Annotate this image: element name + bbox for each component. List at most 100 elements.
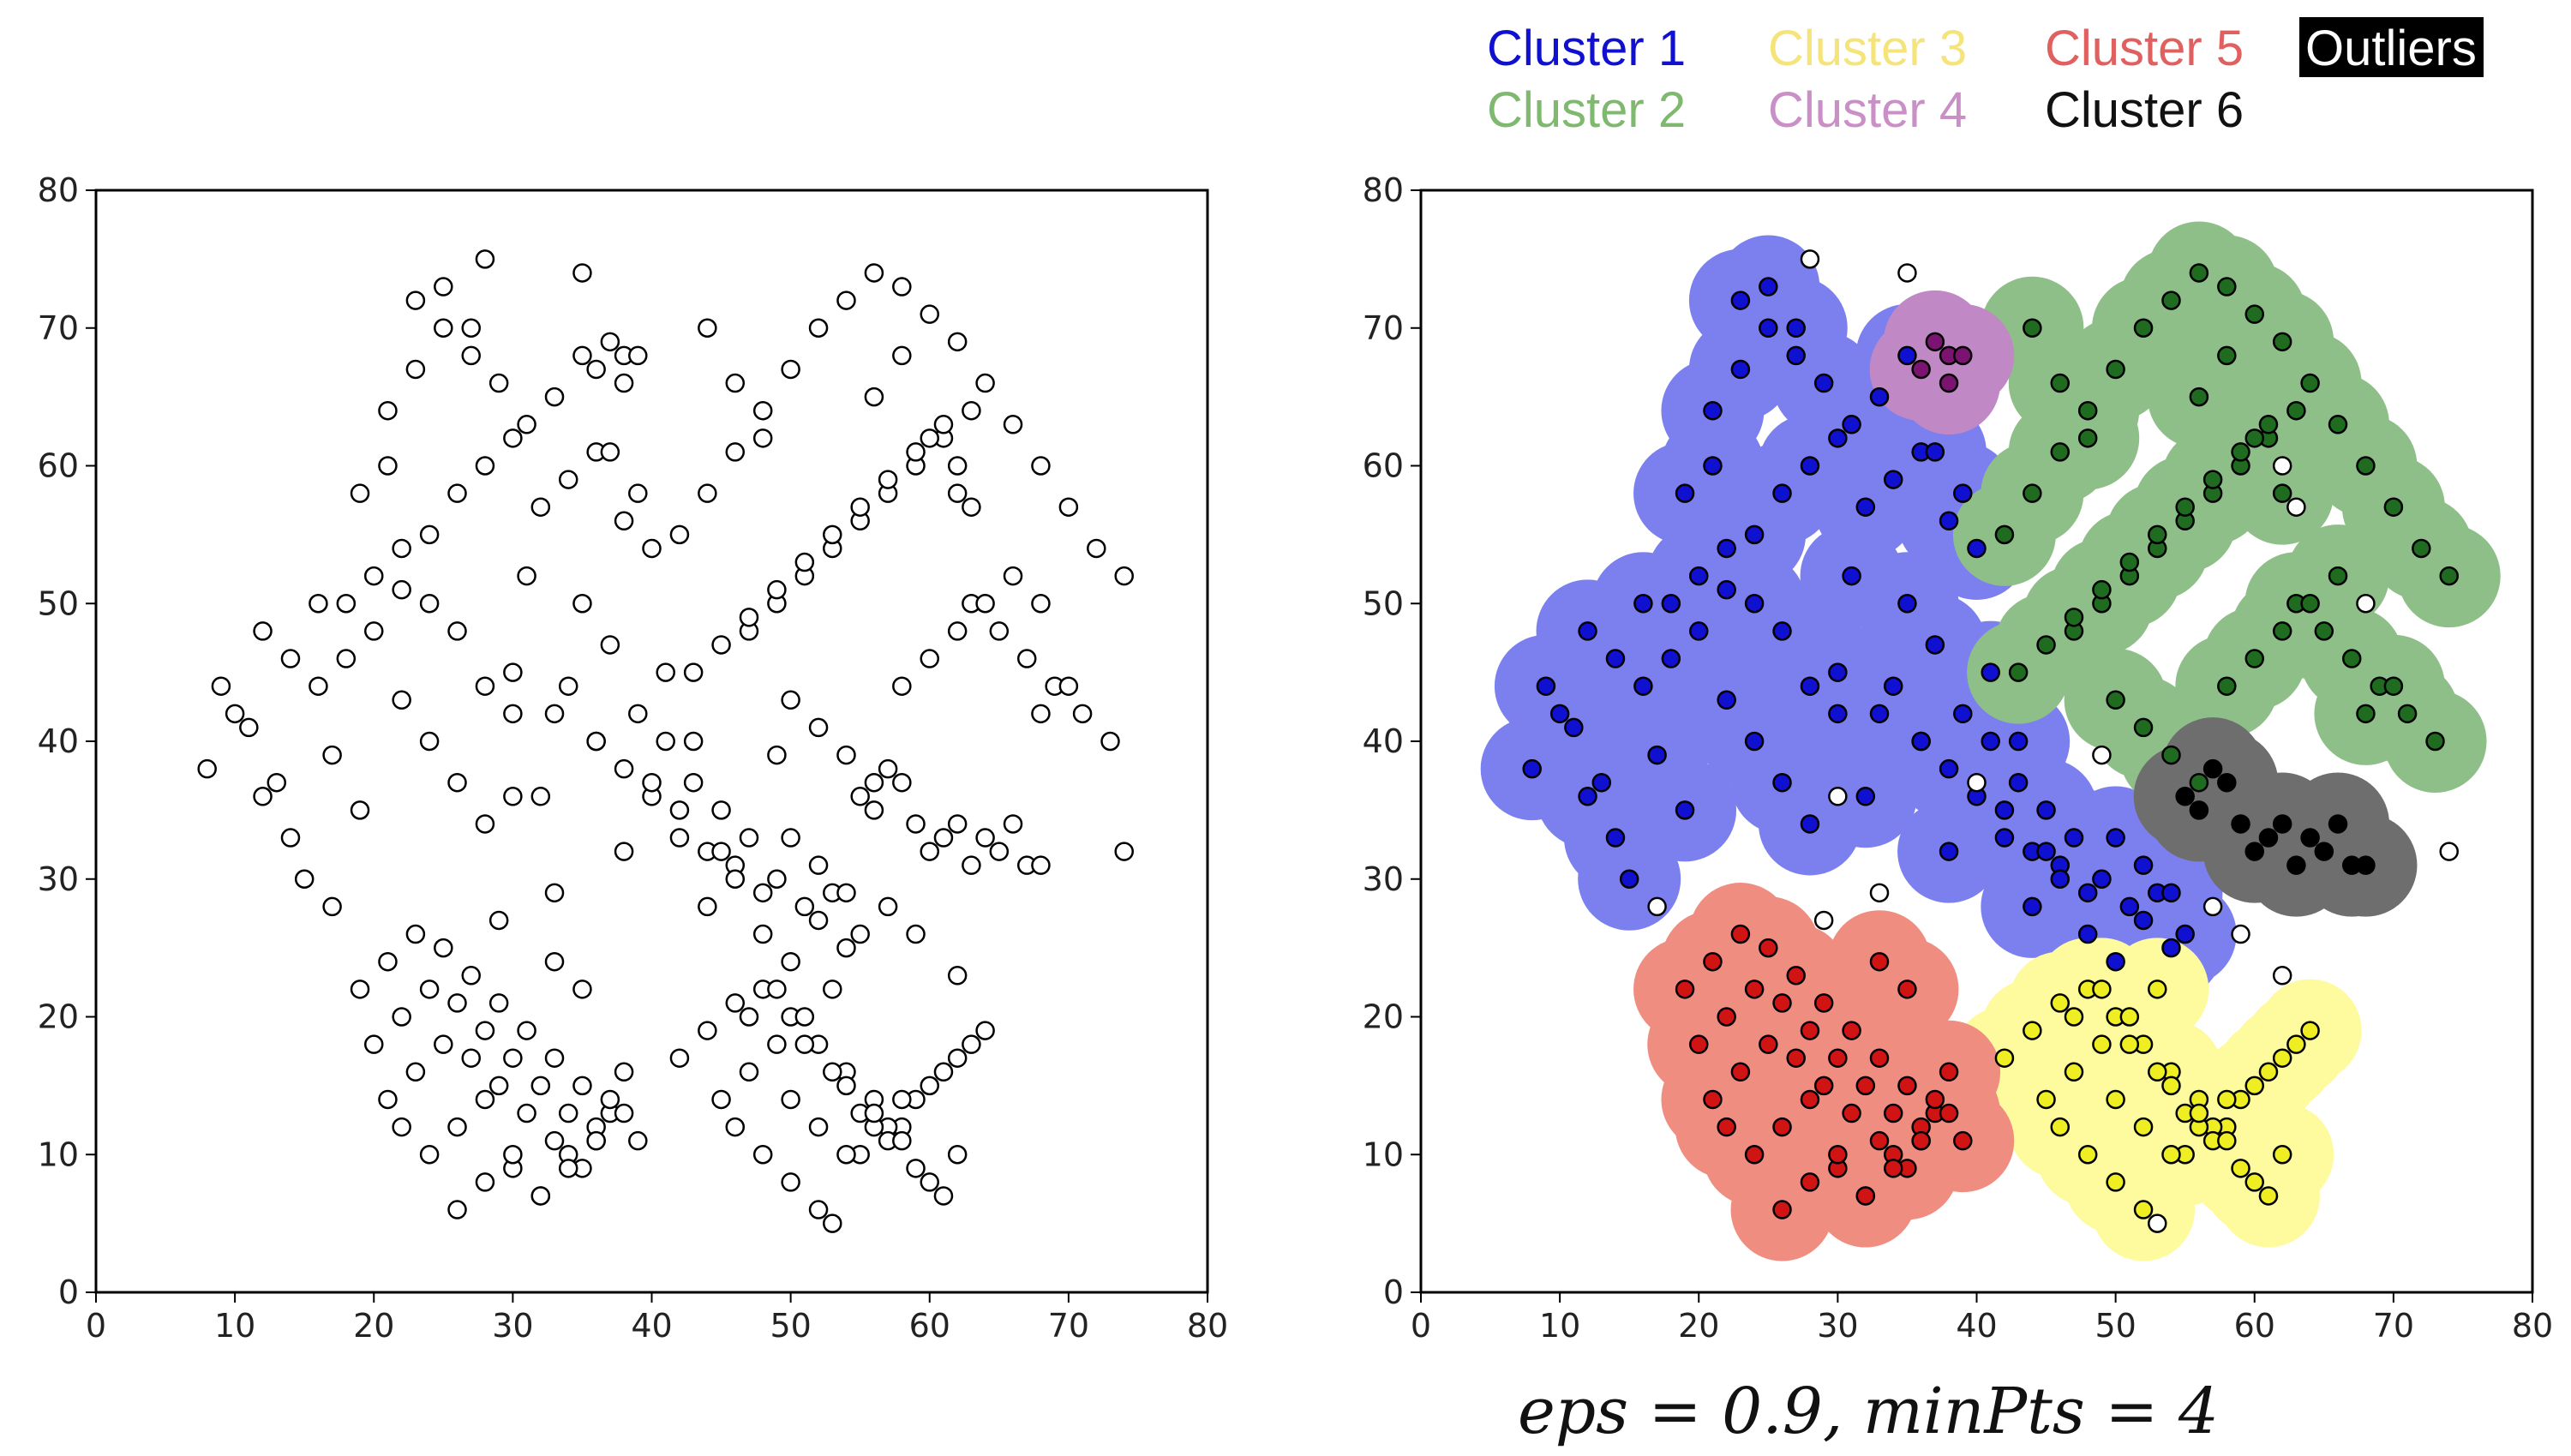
raw-data-point <box>947 1048 968 1068</box>
cluster-3-point <box>2077 1145 2098 1165</box>
cluster-2-point <box>2272 621 2292 641</box>
raw-data-point <box>392 690 411 710</box>
raw-data-point <box>878 758 898 779</box>
cluster-2-point <box>2425 731 2445 752</box>
raw-data-point <box>725 1117 746 1137</box>
raw-data-point <box>864 772 884 793</box>
raw-data-point <box>419 980 440 999</box>
raw-data-point <box>878 470 898 489</box>
raw-data-point <box>725 993 746 1013</box>
raw-data-point <box>752 924 773 944</box>
cluster-3-point <box>2272 1048 2292 1068</box>
cluster-3-point <box>2133 1117 2154 1137</box>
outliers-point <box>2439 842 2459 861</box>
cluster-1-point <box>1953 704 1973 724</box>
cluster-3-point <box>2300 1021 2320 1040</box>
cluster-1-point <box>1800 814 1820 834</box>
raw-data-point <box>628 704 648 724</box>
outliers-point <box>1813 910 1834 931</box>
raw-data-point <box>1003 415 1023 434</box>
raw-data-point <box>614 1062 634 1082</box>
raw-data-point <box>614 758 634 779</box>
cluster-5-point <box>1703 1089 1723 1110</box>
cluster-2-point <box>2286 400 2306 421</box>
raw-data-point <box>503 662 523 682</box>
cluster-1-point <box>1661 594 1681 614</box>
cluster-3-point <box>2148 1062 2167 1082</box>
raw-data-point <box>517 1021 536 1040</box>
cluster-2-point <box>2106 359 2125 380</box>
cluster-3-point <box>2106 1089 2125 1110</box>
legend-item-cluster-2: Cluster 2 <box>1487 82 1686 138</box>
cluster-1-point <box>1703 456 1723 476</box>
y-tick-label: 60 <box>38 447 79 485</box>
cluster-5-point <box>1897 980 1917 999</box>
raw-data-point <box>823 524 842 545</box>
raw-data-point <box>503 428 523 448</box>
raw-data-point <box>962 855 981 875</box>
raw-data-point <box>1016 649 1037 668</box>
cluster-3-point <box>2161 1076 2181 1096</box>
cluster-2-point <box>2175 497 2195 517</box>
raw-data-point <box>781 690 800 710</box>
raw-data-point <box>947 332 968 352</box>
raw-data-point <box>572 594 592 614</box>
raw-data-point <box>447 993 467 1013</box>
raw-data-point <box>517 415 536 434</box>
cluster-5-point <box>1759 938 1778 958</box>
raw-data-point <box>447 1200 467 1219</box>
raw-data-point <box>419 594 440 614</box>
raw-data-point <box>503 1048 523 1068</box>
raw-data-point <box>419 731 440 752</box>
cluster-1-point <box>2161 883 2181 903</box>
cluster-2-point <box>2272 483 2292 503</box>
cluster-6-point <box>2258 828 2279 848</box>
cluster-1-point <box>1717 538 1736 559</box>
cluster-5-point <box>1675 980 1695 999</box>
cluster-1-point <box>2050 869 2071 889</box>
raw-data-point <box>808 910 829 931</box>
raw-data-point <box>906 924 926 944</box>
x-tick-label: 20 <box>353 1307 394 1345</box>
raw-data-point <box>544 1048 565 1068</box>
raw-data-point <box>920 1076 939 1096</box>
raw-data-point <box>253 787 273 806</box>
raw-data-point <box>392 1117 411 1137</box>
cluster-5-point <box>1883 1103 1903 1123</box>
raw-data-point <box>322 896 342 917</box>
cluster-5-point <box>1869 951 1890 972</box>
cluster-1-point <box>1549 704 1570 724</box>
left-axis-ticks: 0 10 20 30 40 50 60 70 80 0 10 20 30 40 50 60 70 80 <box>38 171 1229 1345</box>
raw-data-point <box>808 318 829 338</box>
raw-data-point <box>656 731 675 752</box>
x-tick-label: 30 <box>492 1307 533 1345</box>
raw-data-point <box>808 855 829 875</box>
raw-data-point <box>475 456 495 476</box>
cluster-2-point <box>2412 538 2431 559</box>
raw-data-point <box>1058 497 1079 517</box>
cluster-5-point <box>1689 1034 1709 1054</box>
raw-data-point <box>461 1048 481 1068</box>
y-tick-label: 50 <box>38 584 79 622</box>
raw-data-point <box>975 594 995 614</box>
outliers-point <box>2148 1213 2167 1233</box>
raw-data-point <box>614 373 634 393</box>
raw-data-point <box>628 483 648 503</box>
raw-data-point <box>336 594 357 614</box>
raw-data-point <box>503 704 523 724</box>
raw-data-point <box>850 924 870 944</box>
cluster-1-point <box>1994 800 2015 820</box>
raw-data-point <box>488 993 509 1013</box>
raw-data-point <box>488 373 509 393</box>
raw-data-point <box>892 676 912 696</box>
raw-data-point <box>823 980 842 999</box>
raw-data-point <box>392 1007 411 1027</box>
legend-item-outliers: Outliers <box>2299 17 2484 77</box>
raw-data-point <box>920 842 939 861</box>
raw-data-point <box>350 483 370 503</box>
x-tick-label: 80 <box>1187 1307 1228 1345</box>
cluster-6-point <box>2328 814 2348 834</box>
raw-data-point <box>1114 566 1134 586</box>
y-tick-label: 70 <box>38 309 79 347</box>
cluster-1-point <box>1633 594 1653 614</box>
